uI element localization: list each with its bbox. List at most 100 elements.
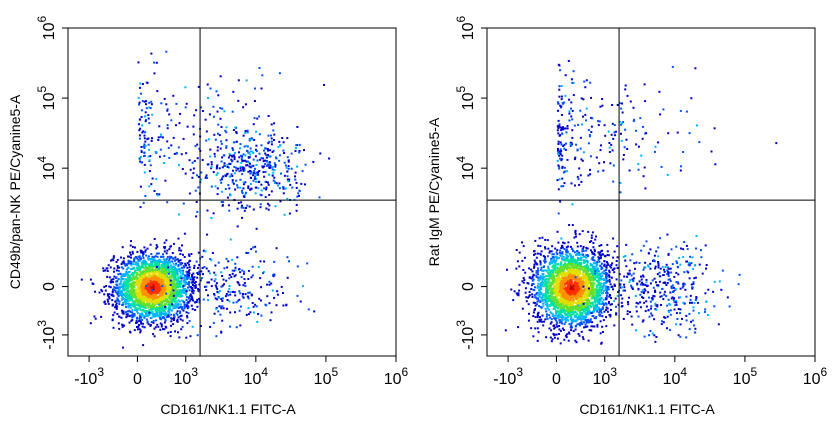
event-dot: [152, 178, 154, 180]
event-dot: [190, 293, 192, 295]
event-dot: [257, 174, 259, 176]
event-dot: [256, 228, 258, 230]
event-dot: [260, 184, 262, 186]
event-dot: [143, 300, 145, 302]
event-dot: [248, 307, 250, 309]
event-dot: [162, 313, 164, 315]
event-dot: [295, 144, 297, 146]
event-dot: [186, 296, 188, 298]
event-dot: [118, 322, 120, 324]
event-dot: [190, 335, 192, 337]
event-dot: [252, 266, 254, 268]
event-dot: [179, 253, 181, 255]
event-dot: [95, 318, 97, 320]
event-dot: [137, 328, 139, 330]
event-dot: [247, 130, 249, 132]
event-dot: [531, 293, 533, 295]
event-dot: [160, 256, 162, 258]
event-dot: [245, 145, 247, 147]
event-dot: [268, 184, 270, 186]
event-dot: [250, 183, 252, 185]
event-dot: [202, 273, 204, 275]
event-dot: [244, 132, 246, 134]
event-dot: [197, 288, 199, 290]
event-dot: [129, 261, 131, 263]
event-dot: [608, 288, 610, 290]
event-dot: [308, 308, 310, 310]
event-dot: [564, 323, 566, 325]
event-dot: [223, 154, 225, 156]
event-dot: [211, 163, 213, 165]
event-dot: [133, 260, 135, 262]
event-dot: [505, 329, 507, 331]
event-dot: [141, 265, 143, 267]
event-dot: [110, 286, 112, 288]
event-dot: [136, 282, 138, 284]
event-dot: [282, 292, 284, 294]
event-dot: [217, 193, 219, 195]
event-dot: [194, 309, 196, 311]
event-dot: [228, 187, 230, 189]
event-dot: [271, 143, 273, 145]
event-dot: [168, 302, 170, 304]
event-dot: [202, 159, 204, 161]
event-dot: [581, 321, 583, 323]
event-dot: [265, 304, 267, 306]
event-dot: [180, 306, 182, 308]
event-dot: [243, 207, 245, 209]
event-dot: [600, 244, 602, 246]
event-dot: [164, 322, 166, 324]
event-dot: [141, 305, 143, 307]
event-dot: [272, 166, 274, 168]
event-dot: [283, 192, 285, 194]
event-dot: [226, 139, 228, 141]
event-dot: [543, 321, 545, 323]
event-dot: [248, 156, 250, 158]
event-dot: [220, 307, 222, 309]
event-dot: [240, 162, 242, 164]
event-dot: [536, 301, 538, 303]
event-dot: [153, 322, 155, 324]
event-dot: [145, 255, 147, 257]
event-dot: [226, 145, 228, 147]
event-dot: [266, 165, 268, 167]
event-dot: [141, 132, 143, 134]
event-dot: [234, 156, 236, 158]
event-dot: [605, 316, 607, 318]
event-dot: [165, 51, 167, 53]
event-dot: [145, 249, 147, 251]
event-dot: [243, 153, 245, 155]
event-dot: [597, 267, 599, 269]
event-dot: [253, 306, 255, 308]
event-dot: [273, 134, 275, 136]
event-dot: [193, 267, 195, 269]
event-dot: [239, 310, 241, 312]
event-dot: [221, 108, 223, 110]
event-dot: [291, 153, 293, 155]
event-dot: [296, 126, 298, 128]
event-dot: [543, 255, 545, 257]
event-dot: [615, 298, 617, 300]
event-dot: [582, 230, 584, 232]
event-dot: [155, 319, 157, 321]
event-dot: [105, 290, 107, 292]
event-dot: [140, 321, 142, 323]
event-dot: [228, 204, 230, 206]
event-dot: [601, 315, 603, 317]
event-dot: [214, 153, 216, 155]
event-dot: [241, 207, 243, 209]
event-dot: [221, 143, 223, 145]
event-dot: [127, 303, 129, 305]
event-dot: [272, 290, 274, 292]
event-dot: [244, 160, 246, 162]
event-dot: [137, 259, 139, 261]
event-dot: [265, 171, 267, 173]
event-dot: [170, 280, 172, 282]
event-dot: [573, 330, 575, 332]
event-dot: [111, 279, 113, 281]
event-dot: [161, 326, 163, 328]
event-dot: [181, 153, 183, 155]
event-dot: [522, 269, 524, 271]
event-dot: [136, 317, 138, 319]
event-dot: [240, 306, 242, 308]
